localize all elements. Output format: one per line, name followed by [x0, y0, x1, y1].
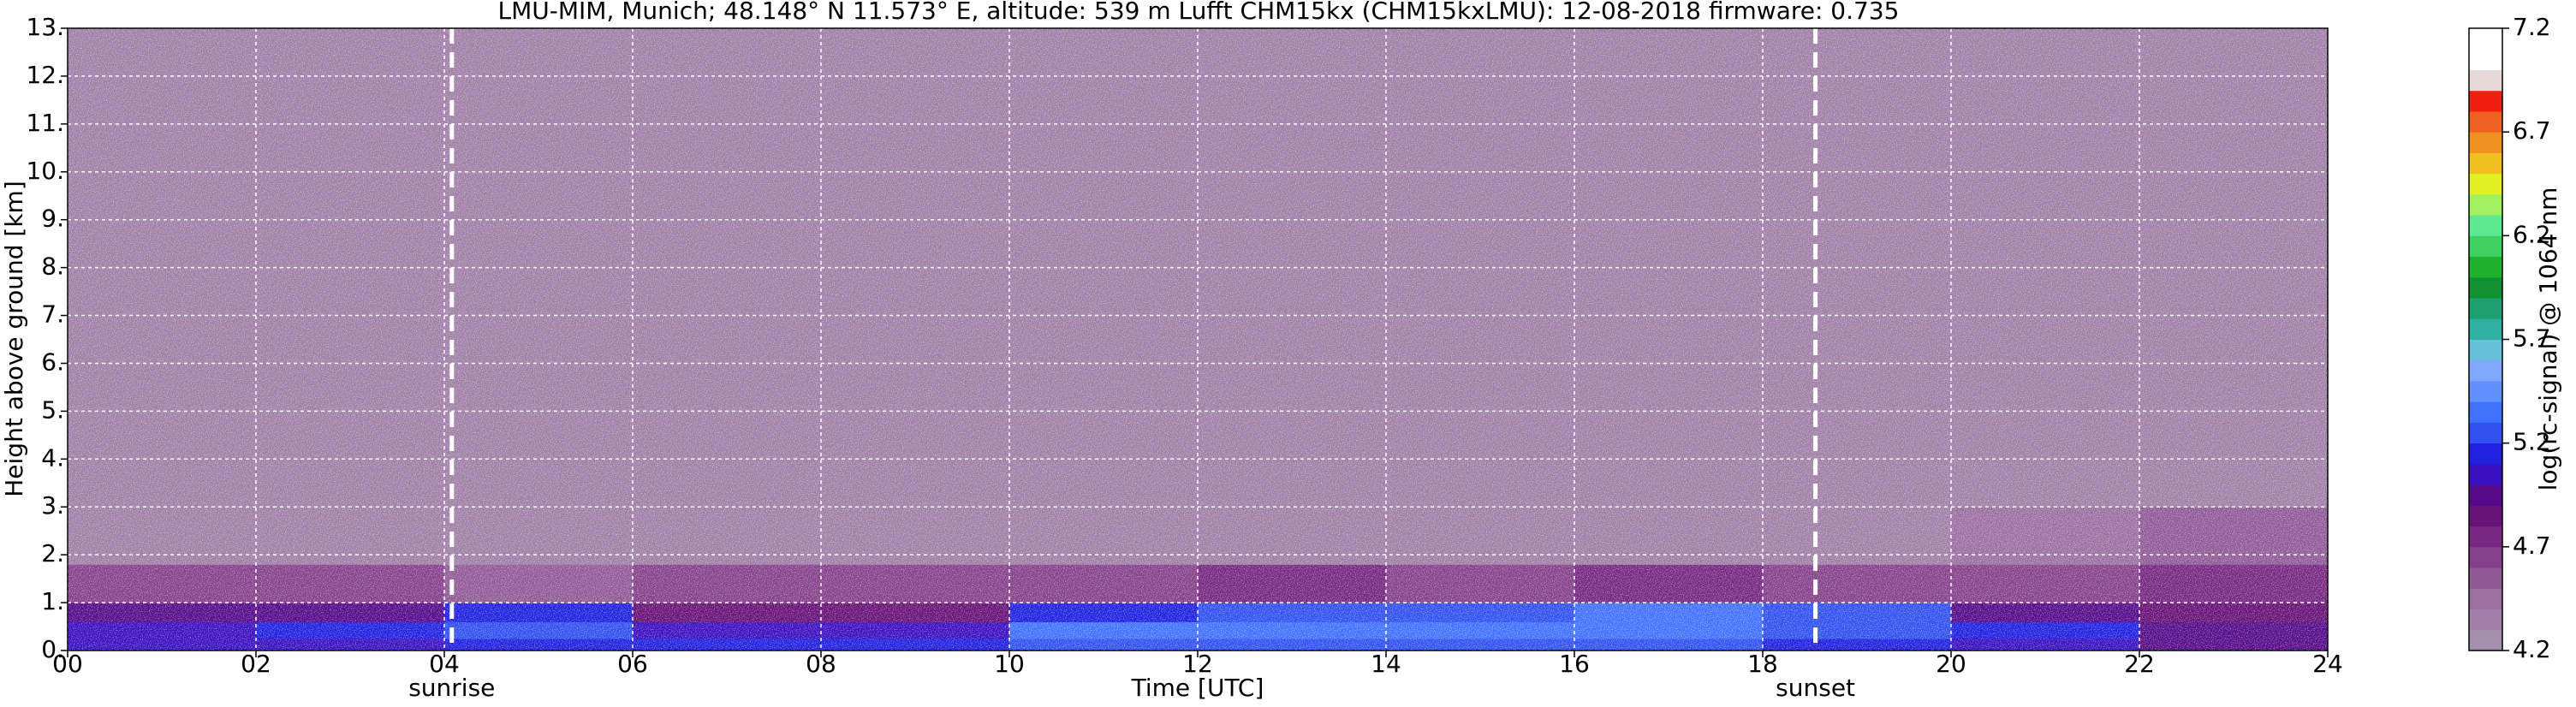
colorbar-segment — [2469, 69, 2502, 92]
colorbar-segment — [2469, 152, 2502, 175]
colorbar-segment — [2469, 339, 2502, 361]
plot-frame — [67, 27, 2329, 651]
x-tick-label: 22 — [2124, 650, 2155, 678]
colorbar-segment — [2469, 588, 2502, 610]
y-tick-label: 13. — [26, 13, 64, 41]
colorbar-segment — [2469, 567, 2502, 589]
x-tick-label: 18 — [1747, 650, 1778, 678]
colorbar-segment — [2469, 380, 2502, 402]
x-tick-label: 00 — [52, 650, 83, 678]
y-tick-label: 4. — [41, 443, 64, 472]
colorbar-tick-label: 4.7 — [2513, 532, 2551, 560]
y-tick-label: 5. — [41, 395, 64, 424]
colorbar-tick-label: 6.7 — [2513, 116, 2551, 145]
colorbar-segment — [2469, 401, 2502, 423]
colorbar-label: log(rc-signal) @ 1064 nm — [2534, 187, 2562, 491]
x-tick-label: 08 — [806, 650, 836, 678]
colorbar-segment — [2469, 256, 2502, 278]
y-tick-label: 6. — [41, 348, 64, 376]
y-axis-label: Height above ground [km] — [0, 181, 28, 497]
x-tick-label: 10 — [994, 650, 1025, 678]
y-tick-label: 10. — [26, 157, 64, 185]
overlay: 00 02 04 06 08 10 12 14 16 18 20 22 24 0. 1. 2. 3. 4. 5. 6.… — [26, 13, 2550, 702]
x-tick-label: 24 — [2312, 650, 2343, 678]
colorbar-segment — [2469, 235, 2502, 258]
x-tick-label: 02 — [241, 650, 271, 678]
y-tick-label: 11. — [26, 109, 64, 137]
y-tick-label: 8. — [41, 253, 64, 281]
annotation-label: sunrise — [408, 674, 495, 702]
annotation-label: sunset — [1776, 674, 1855, 702]
y-tick-label: 12. — [26, 61, 64, 89]
colorbar-segment — [2469, 193, 2502, 216]
colorbar-segment — [2469, 484, 2502, 506]
y-tick-label: 0. — [41, 635, 64, 663]
colorbar-segment — [2469, 422, 2502, 444]
y-tick-label: 3. — [41, 491, 64, 520]
x-axis-label: Time [UTC] — [1131, 674, 1264, 702]
colorbar-segment — [2469, 546, 2502, 568]
colorbar-segment — [2469, 443, 2502, 465]
colorbar-segment — [2469, 359, 2502, 382]
x-tick-label: 12 — [1182, 650, 1213, 678]
colorbar-segment — [2469, 173, 2502, 195]
colorbar-segment — [2469, 463, 2502, 485]
colorbar-segment — [2469, 526, 2502, 548]
colorbar-segment — [2469, 276, 2502, 299]
y-tick-label: 7. — [41, 300, 64, 329]
colorbar-segment — [2469, 215, 2502, 236]
colorbar-tick-label: 7.2 — [2513, 13, 2551, 41]
y-tick-label: 9. — [41, 205, 64, 233]
y-tick-label: 2. — [41, 539, 64, 567]
colorbar-tick-label: 5.7 — [2513, 324, 2551, 353]
y-tick-label: 1. — [41, 587, 64, 615]
colorbar-tick-label: 6.2 — [2513, 220, 2551, 248]
colorbar-segment — [2469, 49, 2502, 70]
chart-title: LMU-MIM, Munich; 48.148° N 11.573° E, al… — [498, 0, 1900, 25]
colorbar-segment — [2469, 28, 2502, 50]
colorbar-tick-label: 5.2 — [2513, 428, 2551, 456]
colorbar-tick-label: 4.2 — [2513, 635, 2551, 663]
x-tick-label: 16 — [1559, 650, 1590, 678]
colorbar-segment — [2469, 110, 2502, 133]
colorbar-segment — [2469, 132, 2502, 153]
colorbar-segment — [2469, 90, 2502, 112]
colorbar-segment — [2469, 298, 2502, 319]
colorbar-segment — [2469, 629, 2502, 651]
colorbar-segment — [2469, 318, 2502, 340]
x-tick-label: 04 — [429, 650, 460, 678]
x-tick-label: 06 — [617, 650, 648, 678]
x-tick-label: 14 — [1371, 650, 1401, 678]
colorbar-segment — [2469, 609, 2502, 631]
colorbar-segment — [2469, 505, 2502, 527]
x-tick-label: 20 — [1936, 650, 1966, 678]
